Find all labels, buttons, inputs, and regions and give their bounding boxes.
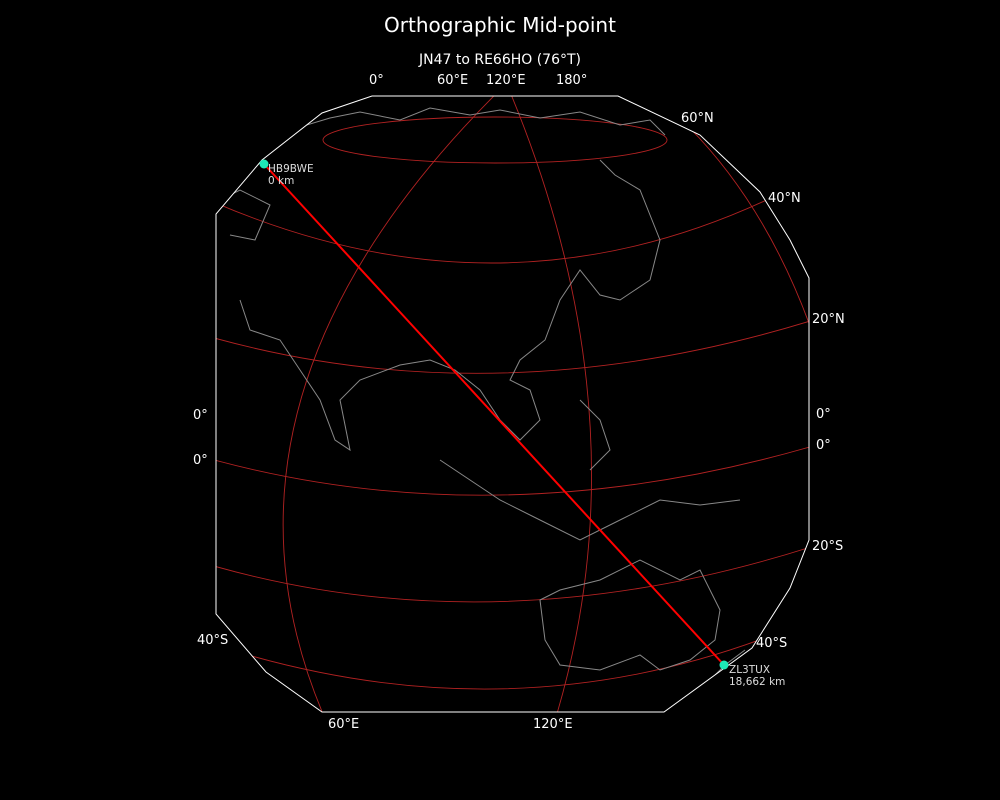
marker-end-label: ZL3TUX 18,662 km [729, 664, 785, 688]
parallel-20s [216, 543, 809, 603]
label-top-0: 0° [369, 73, 384, 88]
coastlines [219, 107, 746, 691]
label-right-0b: 0° [816, 438, 831, 453]
parallel-40n [216, 195, 776, 264]
marker-start-distance: 0 km [268, 175, 295, 187]
great-circle-path [263, 163, 725, 666]
marker-end-distance: 18,662 km [729, 676, 786, 688]
parallel-20n [216, 317, 809, 374]
label-right-60n: 60°N [681, 111, 714, 126]
parallel-40s [216, 635, 771, 690]
chart-title: Orthographic Mid-point [384, 13, 616, 37]
meridian-180 [649, 96, 809, 341]
marker-end-call: ZL3TUX [729, 664, 771, 676]
parallel-60n [322, 116, 668, 164]
label-bottom-120e: 120°E [533, 717, 573, 732]
label-top-120e: 120°E [486, 73, 526, 88]
label-bottom-60e: 60°E [328, 717, 360, 732]
label-left-40s: 40°S [197, 633, 229, 648]
marker-start[interactable] [259, 159, 269, 169]
label-right-20n: 20°N [812, 312, 845, 327]
label-left-0b: 0° [193, 453, 208, 468]
chart-subtitle: JN47 to RE66HO (76°T) [418, 52, 582, 68]
label-right-40s: 40°S [756, 636, 788, 651]
label-top-180: 180° [556, 73, 588, 88]
globe-boundary [215, 95, 810, 713]
label-right-20s: 20°S [812, 539, 844, 554]
marker-end[interactable] [719, 660, 729, 670]
meridian-120e [504, 96, 592, 712]
label-top-60e: 60°E [437, 73, 469, 88]
parallel-0 [216, 443, 809, 496]
marker-start-call: HB9BWE [268, 163, 314, 175]
label-left-0a: 0° [193, 408, 208, 423]
marker-start-label: HB9BWE 0 km [268, 163, 314, 187]
label-right-0a: 0° [816, 407, 831, 422]
label-right-40n: 40°N [768, 191, 801, 206]
meridian-60e [282, 96, 511, 712]
